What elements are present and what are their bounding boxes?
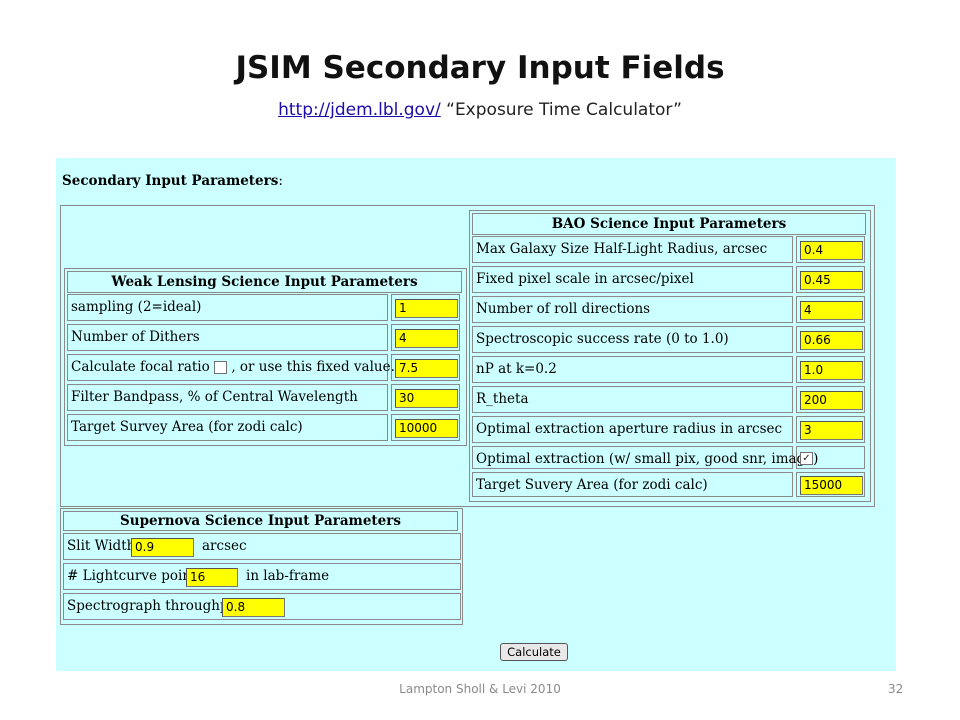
bandpass-input[interactable]: 30 xyxy=(395,389,458,408)
wl-row-cell: 1 xyxy=(391,294,460,321)
bao-row-cell: 0.4 xyxy=(796,236,865,263)
bao-row-cell: 4 xyxy=(796,296,865,323)
bao-row-label: R_theta xyxy=(472,386,793,413)
page-number: 32 xyxy=(888,682,904,696)
wl-row-cell: 7.5 xyxy=(391,354,460,381)
outer-table: Weak Lensing Science Input Parameters sa… xyxy=(60,205,875,507)
focal-ratio-checkbox[interactable] xyxy=(214,361,228,374)
wl-row-cell: 10000 xyxy=(391,414,460,441)
sn-row-label: Slit Width 0.9 arcsec xyxy=(63,533,461,560)
focal-ratio-input[interactable]: 7.5 xyxy=(395,359,458,378)
np-input[interactable]: 1.0 xyxy=(800,361,863,380)
sampling-input[interactable]: 1 xyxy=(395,299,458,318)
wl-row-label: Filter Bandpass, % of Central Wavelength xyxy=(67,384,388,411)
bao-row-cell: 200 xyxy=(796,386,865,413)
bao-row-cell: 1.0 xyxy=(796,356,865,383)
success-rate-input[interactable]: 0.66 xyxy=(800,331,863,350)
wl-row-label: sampling (2=ideal) xyxy=(67,294,388,321)
bao-row-label: Fixed pixel scale in arcsec/pixel xyxy=(472,266,793,293)
wl-row-label: Number of Dithers xyxy=(67,324,388,351)
wl-survey-area-input[interactable]: 10000 xyxy=(395,419,458,438)
sn-row-label: # Lightcurve points 16 in lab-frame xyxy=(63,563,461,590)
supernova-title: Supernova Science Input Parameters xyxy=(63,511,458,531)
weak-lensing-panel xyxy=(64,268,467,446)
footer-credit: Lampton Sholl & Levi 2010 xyxy=(399,682,561,696)
bao-row-label: Spectroscopic success rate (0 to 1.0) xyxy=(472,326,793,353)
slide-subtitle: http://jdem.lbl.gov/ “Exposure Time Calc… xyxy=(0,100,960,120)
subtitle-text: “Exposure Time Calculator” xyxy=(440,100,682,120)
bao-row-cell: ✓ xyxy=(796,446,865,469)
wl-row-cell: 30 xyxy=(391,384,460,411)
aperture-radius-input[interactable]: 3 xyxy=(800,421,863,440)
jdem-link[interactable]: http://jdem.lbl.gov/ xyxy=(278,100,441,120)
slit-width-input[interactable]: 0.9 xyxy=(131,538,194,557)
dithers-input[interactable]: 4 xyxy=(395,329,458,348)
supernova-panel xyxy=(60,508,463,625)
bao-panel xyxy=(469,210,871,502)
throughput-input[interactable]: 0.8 xyxy=(222,598,285,617)
sn-row-label: Spectrograph throughput 0.8 xyxy=(63,593,461,620)
bao-row-label: Target Suvery Area (for zodi calc) xyxy=(472,472,793,497)
form-heading: Secondary Input Parameters: xyxy=(62,173,283,189)
bao-row-label: Optimal extraction (w/ small pix, good s… xyxy=(472,446,818,469)
bao-title: BAO Science Input Parameters xyxy=(472,213,866,235)
lightcurve-points-input[interactable]: 16 xyxy=(186,568,238,587)
wl-row-cell: 4 xyxy=(391,324,460,351)
wl-row-label: Calculate focal ratio , or use this fixe… xyxy=(67,354,403,381)
bao-row-cell: 3 xyxy=(796,416,865,443)
bao-row-cell: 0.45 xyxy=(796,266,865,293)
bao-row-label: Number of roll directions xyxy=(472,296,793,323)
roll-directions-input[interactable]: 4 xyxy=(800,301,863,320)
bao-row-label: Optimal extraction aperture radius in ar… xyxy=(472,416,793,443)
wl-row-label: Target Survey Area (for zodi calc) xyxy=(67,414,388,441)
bao-survey-area-input[interactable]: 15000 xyxy=(800,476,863,495)
form-screenshot: Secondary Input Parameters: Weak Lensing… xyxy=(56,158,896,671)
bao-row-label: nP at k=0.2 xyxy=(472,356,793,383)
bao-row-cell: 15000 xyxy=(796,472,865,497)
bao-row-label: Max Galaxy Size Half-Light Radius, arcse… xyxy=(472,236,793,263)
bao-row-cell: 0.66 xyxy=(796,326,865,353)
weak-lensing-title: Weak Lensing Science Input Parameters xyxy=(67,271,462,293)
galaxy-size-input[interactable]: 0.4 xyxy=(800,241,863,260)
pixel-scale-input[interactable]: 0.45 xyxy=(800,271,863,290)
r-theta-input[interactable]: 200 xyxy=(800,391,863,410)
slide-title: JSIM Secondary Input Fields xyxy=(235,50,725,86)
calculate-button[interactable]: Calculate xyxy=(500,643,568,661)
optimal-extraction-checkbox[interactable]: ✓ xyxy=(800,452,813,465)
